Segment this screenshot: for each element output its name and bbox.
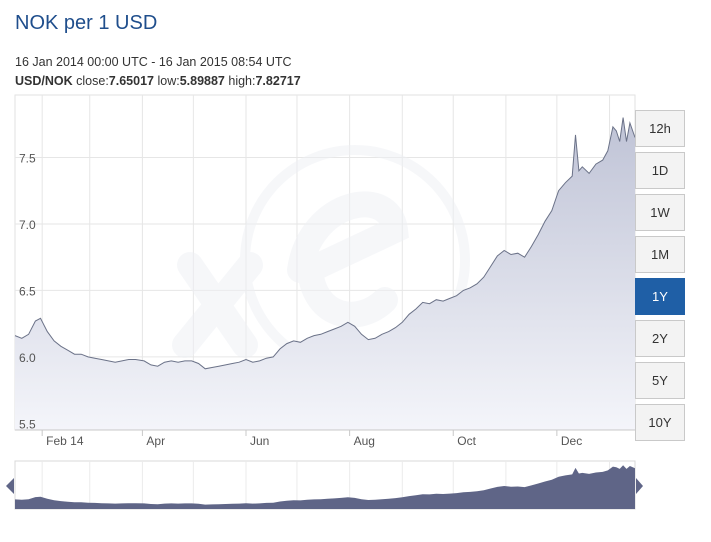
period-1d-button[interactable]: 1D (635, 152, 685, 189)
low-value: 5.89887 (179, 74, 225, 88)
high-value: 7.82717 (255, 74, 301, 88)
navigator[interactable] (6, 460, 643, 510)
y-axis-labels: 5.5 6.0 6.5 7.0 7.5 (19, 151, 36, 431)
y-tick-label: 6.5 (19, 284, 36, 298)
navigator-area (15, 465, 635, 509)
x-tick-label: Jun (250, 434, 269, 448)
navigator-handle-left[interactable] (6, 478, 14, 494)
period-10y-button[interactable]: 10Y (635, 404, 685, 441)
y-tick-label: 6.0 (19, 351, 36, 365)
x-tick-label: Dec (561, 434, 582, 448)
x-tick-label: Oct (457, 434, 476, 448)
rate-area (15, 117, 635, 430)
period-1y-button[interactable]: 1Y (635, 278, 685, 315)
close-value: 7.65017 (108, 74, 154, 88)
x-tick-label: Aug (354, 434, 375, 448)
y-tick-label: 5.5 (19, 417, 36, 431)
navigator-handle-right[interactable] (636, 478, 643, 494)
period-1m-button[interactable]: 1M (635, 236, 685, 273)
period-selector: 12h 1D 1W 1M 1Y 2Y 5Y 10Y (635, 110, 685, 446)
y-tick-label: 7.5 (19, 151, 36, 165)
period-12h-button[interactable]: 12h (635, 110, 685, 147)
close-label: close: (76, 74, 109, 88)
high-label: high: (228, 74, 256, 88)
y-tick-label: 7.0 (19, 218, 36, 232)
x-tick-label: Feb 14 (46, 434, 84, 448)
period-5y-button[interactable]: 5Y (635, 362, 685, 399)
low-label: low: (157, 74, 180, 88)
period-2y-button[interactable]: 2Y (635, 320, 685, 357)
rate-line (14, 117, 636, 370)
quote-stats: USD/NOK close:7.65017 low:5.89887 high:7… (15, 74, 301, 88)
x-axis-labels: Feb 14 Apr Jun Aug Oct Dec (41, 430, 582, 448)
currency-pair: USD/NOK (15, 74, 73, 88)
x-tick-label: Apr (146, 434, 165, 448)
date-range: 16 Jan 2014 00:00 UTC - 16 Jan 2015 08:5… (15, 55, 292, 69)
page-title: NOK per 1 USD (15, 12, 158, 34)
period-1w-button[interactable]: 1W (635, 194, 685, 231)
